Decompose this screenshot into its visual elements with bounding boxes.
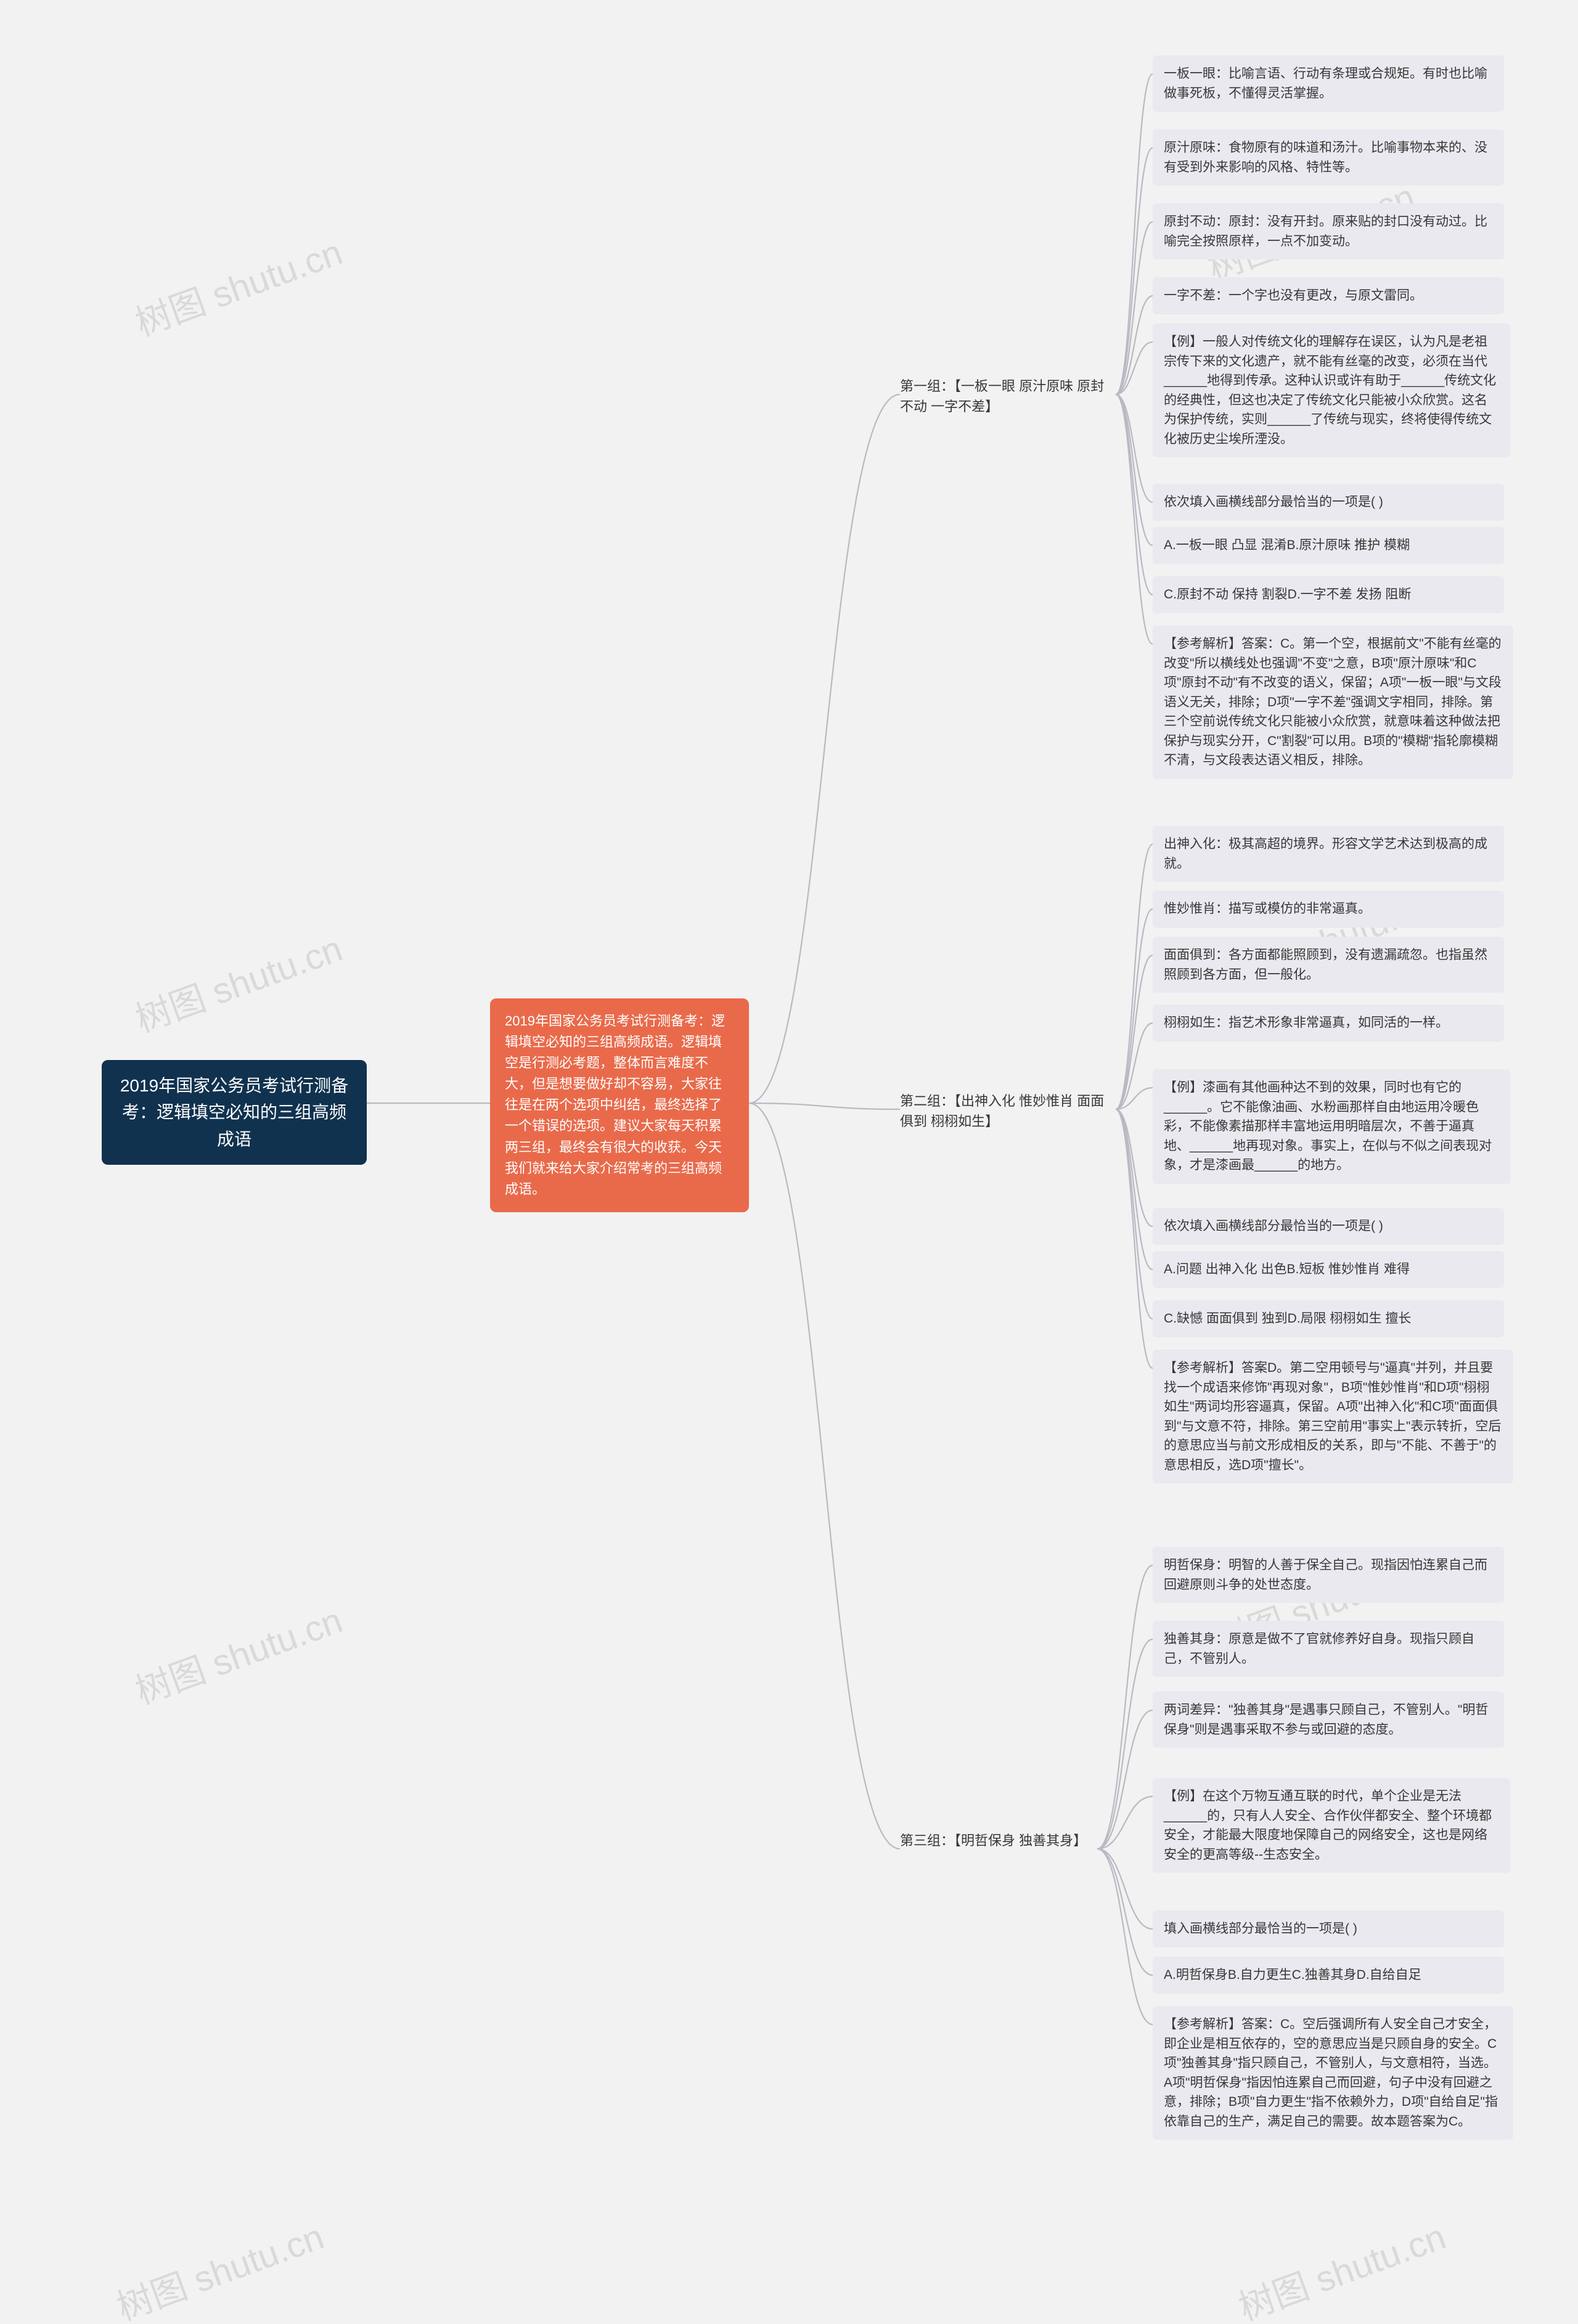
leaf-node: 原汁原味：食物原有的味道和汤汁。比喻事物本来的、没有受到外来影响的风格、特性等。 xyxy=(1153,129,1504,186)
leaf-node: A.明哲保身B.自力更生C.独善其身D.自给自足 xyxy=(1153,1957,1504,1994)
root-node: 2019年国家公务员考试行测备考：逻辑填空必知的三组高频成语 xyxy=(102,1060,367,1165)
leaf-node: A.一板一眼 凸显 混淆B.原汁原味 推护 模糊 xyxy=(1153,527,1504,564)
intro-text: 2019年国家公务员考试行测备考：逻辑填空必知的三组高频成语。逻辑填空是行测必考… xyxy=(505,1013,725,1197)
leaf-node: 原封不动：原封：没有开封。原来贴的封口没有动过。比喻完全按照原样，一点不加变动。 xyxy=(1153,203,1504,259)
watermark: 树图 shutu.cn xyxy=(127,1591,348,1714)
group-label: 第三组：【明哲保身 独善其身】 xyxy=(900,1830,1097,1851)
leaf-node: 栩栩如生：指艺术形象非常逼真，如同活的一样。 xyxy=(1153,1005,1504,1042)
leaf-node: C.缺憾 面面俱到 独到D.局限 栩栩如生 擅长 xyxy=(1153,1300,1504,1337)
watermark: 树图 shutu.cn xyxy=(127,919,348,1042)
leaf-node: 惟妙惟肖：描写或模仿的非常逼真。 xyxy=(1153,891,1504,928)
root-text: 2019年国家公务员考试行测备考：逻辑填空必知的三组高频成语 xyxy=(120,1076,348,1149)
leaf-node: 独善其身：原意是做不了官就修养好自身。现指只顾自己，不管别人。 xyxy=(1153,1621,1504,1677)
watermark: 树图 shutu.cn xyxy=(1230,2208,1452,2324)
group-label: 第二组：【出神入化 惟妙惟肖 面面俱到 栩栩如生】 xyxy=(900,1091,1116,1131)
leaf-node: C.原封不动 保持 割裂D.一字不差 发扬 阻断 xyxy=(1153,576,1504,613)
leaf-node: 出神入化：极其高超的境界。形容文学艺术达到极高的成就。 xyxy=(1153,826,1504,882)
leaf-node: 依次填入画横线部分最恰当的一项是( ) xyxy=(1153,1208,1504,1245)
watermark: 树图 shutu.cn xyxy=(127,223,348,346)
watermark: 树图 shutu.cn xyxy=(108,2208,330,2324)
leaf-node: A.问题 出神入化 出色B.短板 惟妙惟肖 难得 xyxy=(1153,1251,1504,1288)
intro-node: 2019年国家公务员考试行测备考：逻辑填空必知的三组高频成语。逻辑填空是行测必考… xyxy=(490,998,749,1212)
leaf-node: 明哲保身：明智的人善于保全自己。现指因怕连累自己而回避原则斗争的处世态度。 xyxy=(1153,1547,1504,1603)
leaf-node: 【参考解析】答案D。第二空用顿号与"逼真"并列，并且要找一个成语来修饰"再现对象… xyxy=(1153,1350,1513,1483)
leaf-node: 填入画横线部分最恰当的一项是( ) xyxy=(1153,1910,1504,1947)
group-label: 第一组：【一板一眼 原汁原味 原封不动 一字不差】 xyxy=(900,376,1116,417)
leaf-node: 两词差异："独善其身"是遇事只顾自己，不管别人。"明哲保身"则是遇事采取不参与或… xyxy=(1153,1692,1504,1748)
leaf-node: 依次填入画横线部分最恰当的一项是( ) xyxy=(1153,484,1504,521)
leaf-node: 【参考解析】答案：C。第一个空，根据前文"不能有丝毫的改变"所以横线处也强调"不… xyxy=(1153,626,1513,779)
leaf-node: 一板一眼：比喻言语、行动有条理或合规矩。有时也比喻做事死板，不懂得灵活掌握。 xyxy=(1153,55,1504,112)
leaf-node: 【例】在这个万物互通互联的时代，单个企业是无法______的，只有人人安全、合作… xyxy=(1153,1778,1510,1873)
leaf-node: 【例】一般人对传统文化的理解存在误区，认为凡是老祖宗传下来的文化遗产，就不能有丝… xyxy=(1153,324,1510,457)
leaf-node: 一字不差：一个字也没有更改，与原文雷同。 xyxy=(1153,277,1504,314)
leaf-node: 【参考解析】答案：C。空后强调所有人安全自己才安全，即企业是相互依存的，空的意思… xyxy=(1153,2006,1513,2140)
leaf-node: 【例】漆画有其他画种达不到的效果，同时也有它的______。它不能像油画、水粉画… xyxy=(1153,1069,1510,1184)
leaf-node: 面面俱到：各方面都能照顾到，没有遗漏疏忽。也指虽然照顾到各方面，但一般化。 xyxy=(1153,937,1504,993)
